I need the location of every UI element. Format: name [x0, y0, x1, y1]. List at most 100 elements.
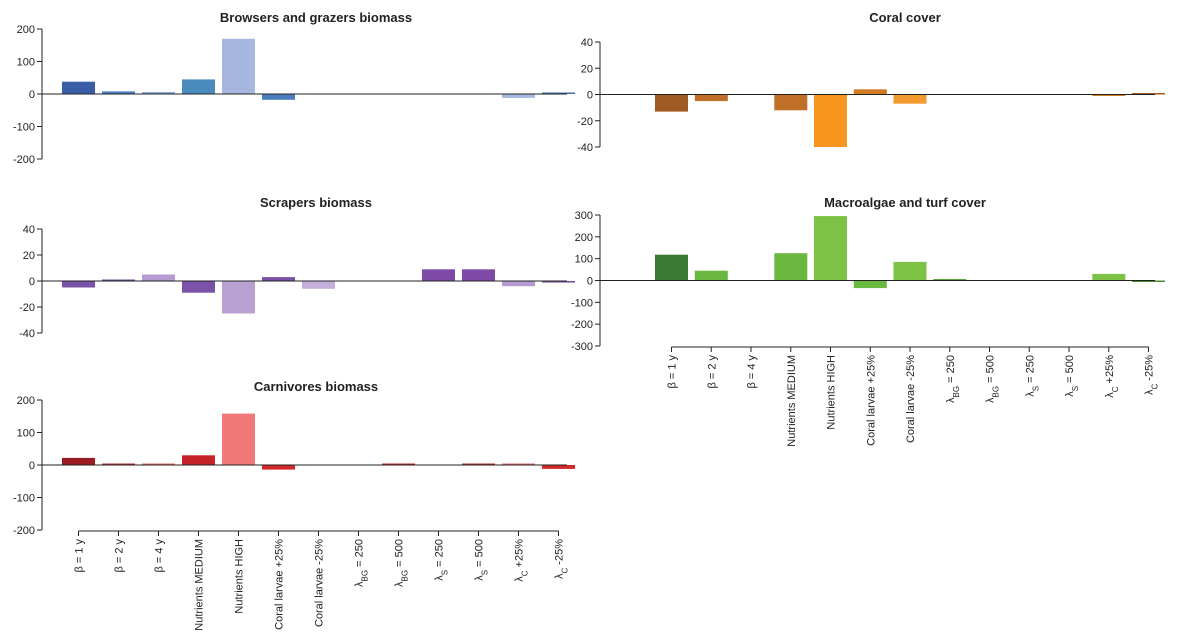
x-tick-label: Coral larvae +25% [865, 355, 877, 446]
y-tick-label: -20 [577, 116, 593, 128]
x-tick-label: β = 1 y [667, 355, 679, 389]
y-tick-label: 100 [575, 254, 593, 266]
bar-12 [1092, 94, 1126, 96]
bar-3 [142, 274, 175, 281]
y-tick-label: 300 [575, 210, 593, 222]
bar-3 [142, 463, 175, 465]
bar-10 [422, 269, 455, 281]
bar-4 [774, 94, 808, 111]
chart-panel-5: Macroalgae and turf cover -300 -200 -100 0 10… [571, 195, 1165, 447]
x-tick-label: Nutrients MEDIUM [194, 539, 206, 631]
y-tick-label: 100 [17, 57, 35, 69]
bar-11 [462, 269, 495, 281]
y-tick-label: 0 [29, 460, 35, 472]
chart-title: Carnivores biomass [254, 379, 378, 394]
y-tick-label: 0 [587, 276, 593, 288]
y-tick-label: 200 [17, 395, 35, 407]
bar-13 [1132, 280, 1165, 282]
bar-1 [62, 457, 95, 465]
x-tick-label: λC +25% [1104, 355, 1120, 398]
bar-3 [142, 92, 175, 94]
bar-5 [814, 94, 847, 147]
bar-13 [542, 92, 575, 94]
chart-panel-3: Carnivores biomass -200 -100 0 100 200 β = 1 y… [13, 379, 575, 631]
bar-12 [502, 94, 535, 98]
bar-1 [655, 94, 688, 112]
y-tick-label: -200 [13, 525, 35, 537]
bar-2 [102, 463, 135, 465]
x-tick-label: λBG = 500 [394, 539, 410, 587]
x-tick-label: λS = 500 [1064, 355, 1080, 397]
bar-1 [62, 281, 95, 288]
x-tick-label: λS = 500 [474, 539, 490, 581]
x-tick-label: β = 2 y [114, 539, 126, 573]
bar-2 [694, 94, 728, 102]
bar-7 [893, 94, 927, 104]
chart-title: Browsers and grazers biomass [220, 10, 412, 25]
bar-9 [382, 463, 415, 465]
x-tick-label: β = 1 y [74, 539, 86, 573]
bar-12 [1092, 273, 1126, 281]
y-tick-label: -300 [571, 341, 593, 353]
y-tick-label: 40 [581, 37, 593, 49]
chart-panel-2: Scrapers biomass -40 -20 0 20 40 [19, 195, 575, 340]
y-tick-label: 200 [17, 24, 35, 36]
bar-5 [222, 281, 255, 314]
y-tick-label: -100 [13, 493, 35, 505]
x-tick-label: λBG = 500 [985, 355, 1001, 403]
x-tick-label: β = 4 y [154, 539, 166, 573]
y-tick-label: -200 [571, 319, 593, 331]
x-tick-label: Coral larvae -25% [314, 539, 326, 627]
bar-8 [933, 279, 967, 281]
bar-6 [262, 94, 295, 100]
x-tick-label: Coral larvae +25% [274, 539, 286, 630]
x-tick-label: λS = 250 [1024, 355, 1040, 397]
chart-title: Scrapers biomass [260, 195, 372, 210]
chart-title: Coral cover [869, 10, 941, 25]
bar-12 [502, 281, 535, 287]
bar-11 [462, 463, 495, 465]
bar-4 [182, 281, 215, 293]
y-tick-label: 0 [29, 276, 35, 288]
y-tick-label: -100 [571, 297, 593, 309]
x-tick-label: Coral larvae -25% [905, 355, 917, 443]
bar-2 [102, 91, 135, 94]
x-tick-label: λC +25% [514, 539, 530, 582]
bar-6 [262, 465, 295, 470]
x-tick-label: λC -25% [554, 539, 570, 579]
x-tick-label: λS = 250 [434, 539, 450, 581]
bar-5 [222, 38, 255, 95]
bar-13 [1132, 93, 1165, 95]
bar-4 [182, 455, 215, 466]
y-tick-label: -200 [13, 154, 35, 166]
bar-6 [853, 280, 887, 289]
y-tick-label: 20 [581, 63, 593, 75]
x-tick-label: λBG = 250 [945, 355, 961, 403]
y-tick-label: 100 [17, 428, 35, 440]
bar-4 [182, 79, 215, 94]
bar-13 [542, 465, 575, 469]
bar-2 [694, 270, 728, 281]
bar-5 [814, 216, 847, 281]
y-tick-label: 0 [29, 89, 35, 101]
y-tick-label: 200 [575, 232, 593, 244]
y-tick-label: -40 [577, 142, 593, 154]
y-tick-label: 20 [23, 250, 35, 262]
bar-6 [262, 277, 295, 281]
x-tick-label: λC -25% [1144, 355, 1160, 395]
y-tick-label: -40 [19, 328, 35, 340]
bar-6 [853, 89, 887, 95]
y-tick-label: 0 [587, 90, 593, 102]
x-tick-label: β = 2 y [706, 355, 718, 389]
bar-2 [102, 279, 135, 281]
x-tick-label: λBG = 250 [354, 539, 370, 587]
bar-5 [222, 413, 255, 465]
chart-panel-4: Coral cover -40 -20 0 20 40 [577, 10, 1165, 154]
bar-7 [302, 281, 335, 289]
bar-4 [774, 253, 808, 281]
bar-7 [893, 261, 927, 281]
x-tick-label: Nutrients HIGH [826, 355, 838, 430]
x-tick-label: Nutrients HIGH [234, 539, 246, 614]
chart-panel-1: Browsers and grazers biomass -200 -100 0 100… [13, 10, 575, 166]
